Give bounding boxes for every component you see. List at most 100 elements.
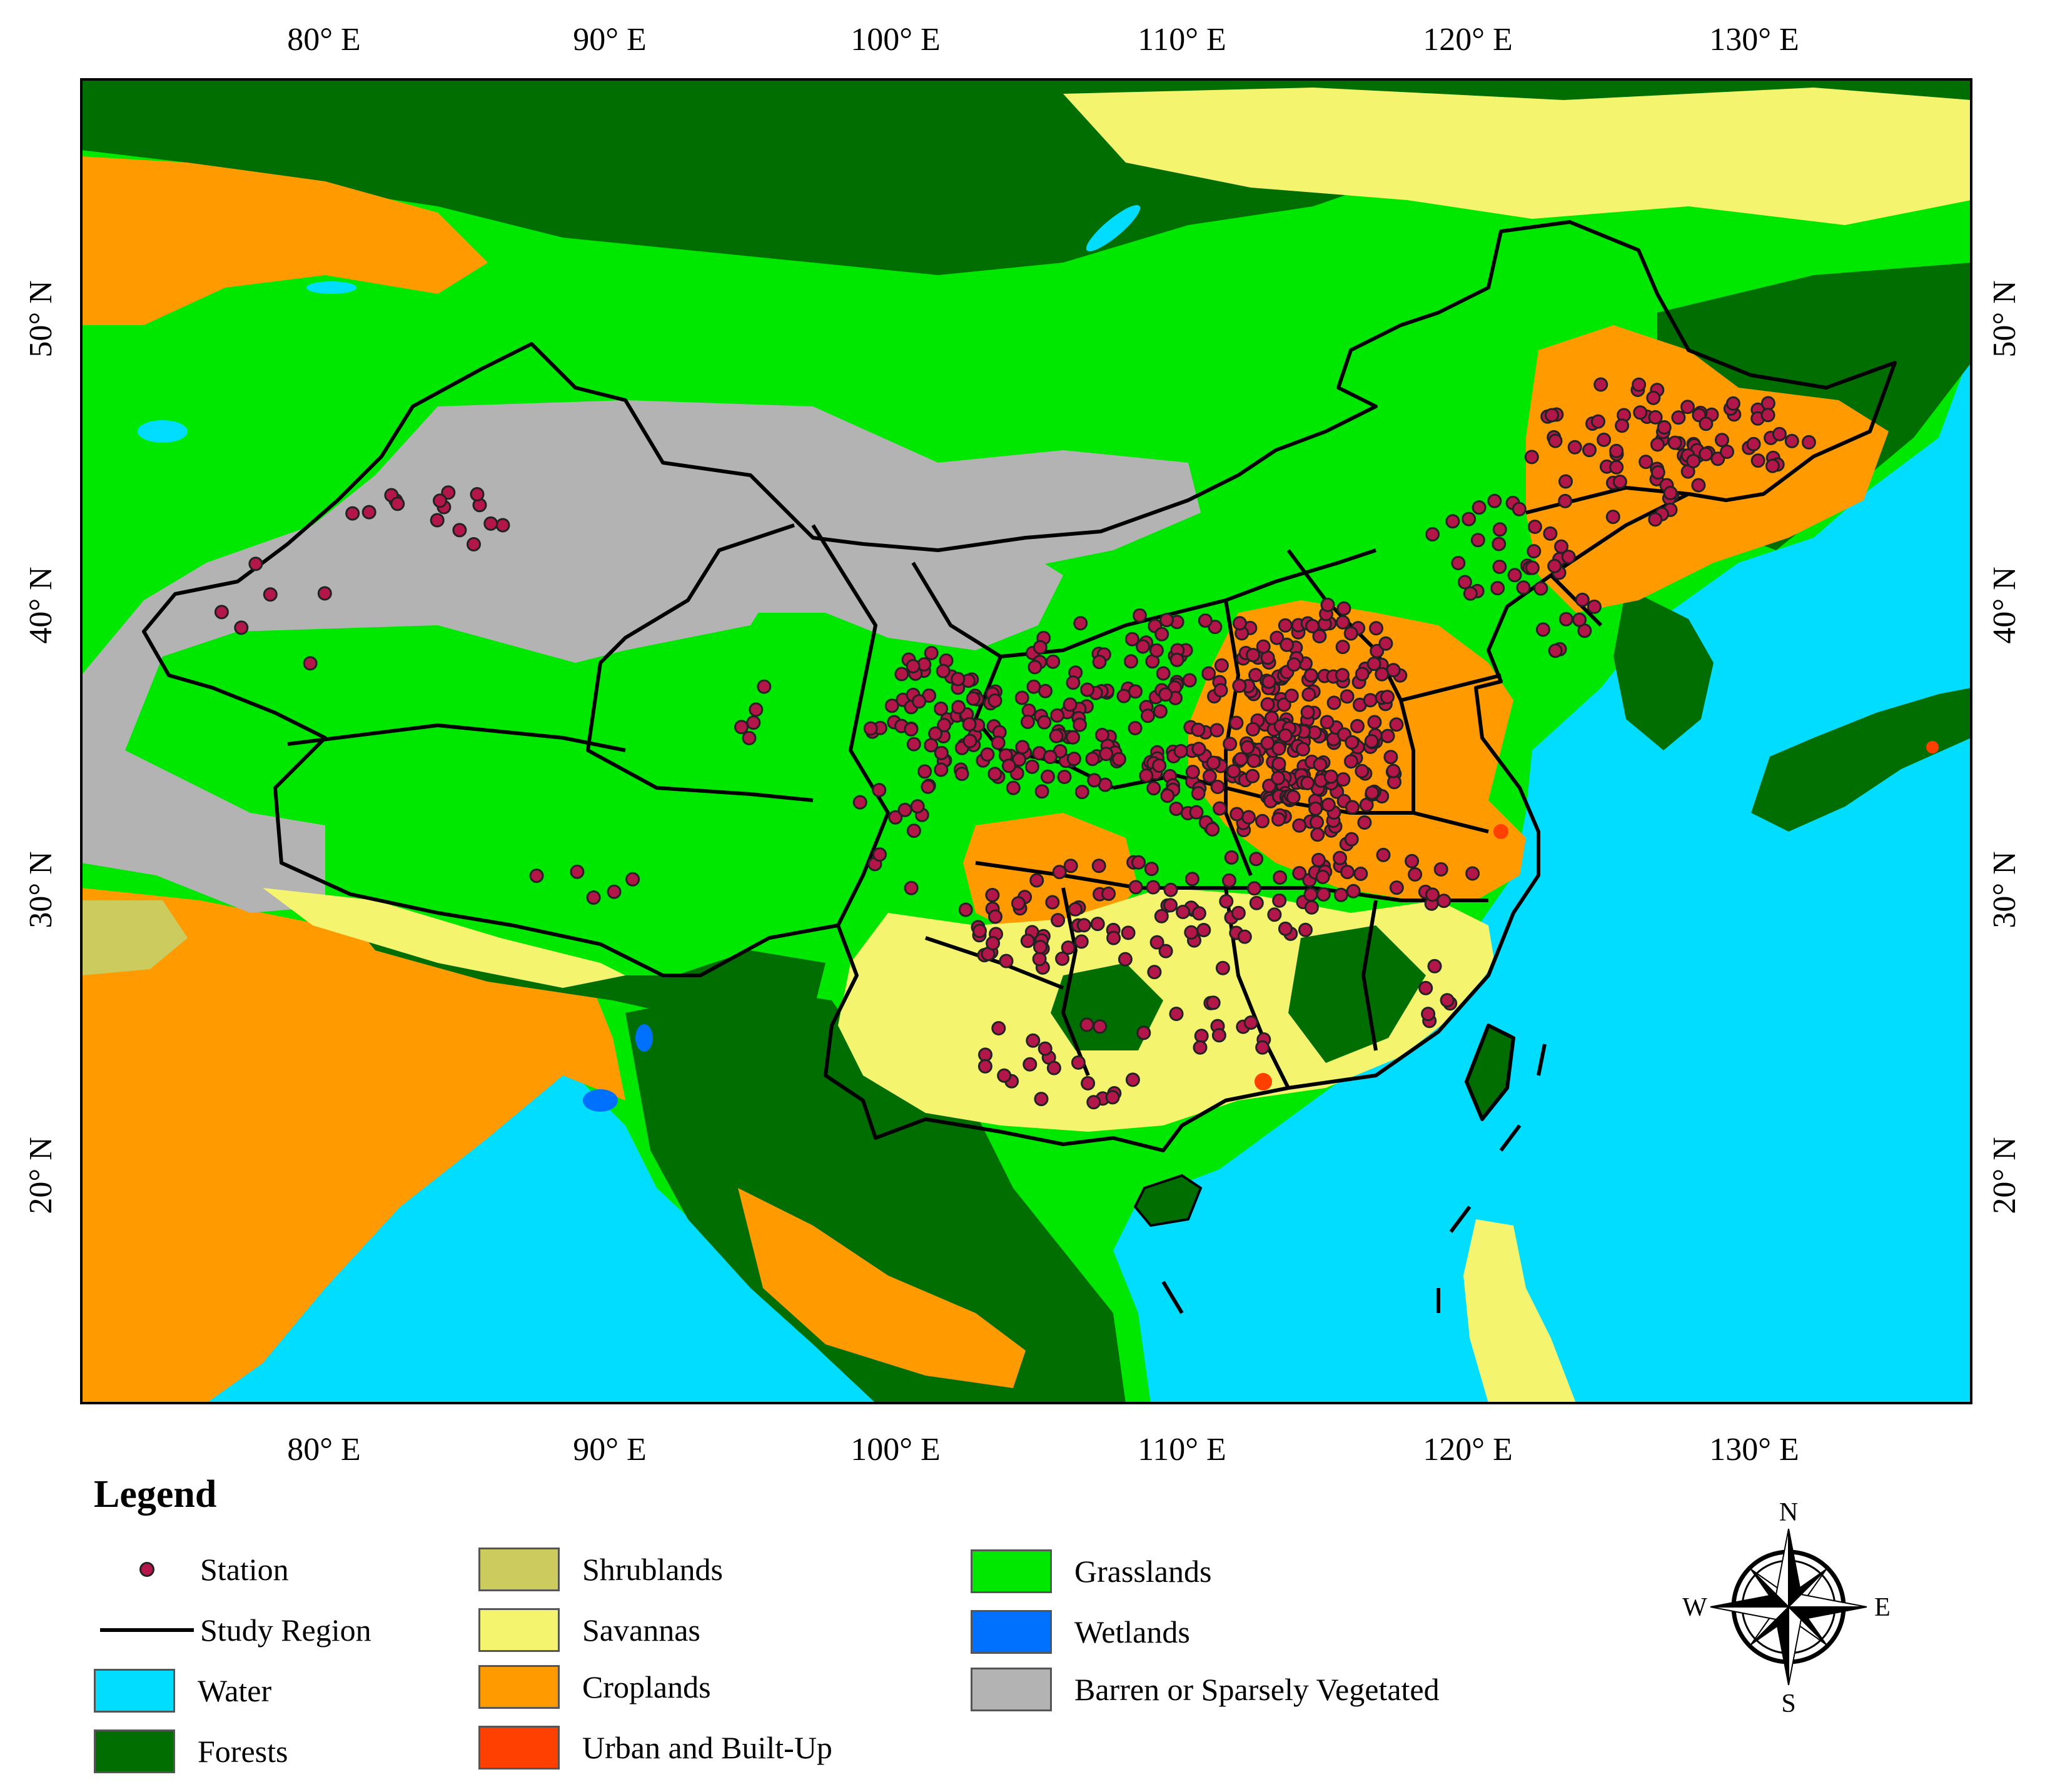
station-marker	[972, 924, 987, 939]
station-marker	[1256, 639, 1271, 654]
station-marker	[1061, 940, 1076, 955]
station-marker	[951, 700, 966, 715]
station-marker	[1558, 612, 1573, 627]
legend-item-wetlands: Wetlands	[971, 1607, 1190, 1657]
station-marker	[1333, 887, 1348, 902]
station-marker	[1194, 1029, 1209, 1044]
station-marker	[987, 693, 1002, 708]
station-marker	[1173, 743, 1188, 758]
north-arrow-compass-icon: N S E W	[1682, 1501, 1891, 1713]
station-marker	[214, 605, 229, 620]
forest-area	[1051, 963, 1163, 1050]
station-marker	[1152, 758, 1167, 773]
station-marker	[1336, 772, 1351, 787]
station-marker	[1512, 501, 1527, 516]
compass-east: E	[1874, 1593, 1891, 1622]
station-marker	[1271, 812, 1286, 827]
station-marker	[1433, 862, 1448, 877]
station-marker	[1492, 560, 1507, 574]
legend-title: Legend	[94, 1473, 217, 1516]
station-marker	[1609, 443, 1624, 458]
station-marker	[1699, 416, 1714, 431]
station-marker	[1308, 801, 1323, 816]
urban-area	[1926, 741, 1939, 753]
station-marker	[1034, 1092, 1049, 1107]
station-marker	[958, 902, 973, 917]
station-marker	[894, 667, 909, 682]
station-marker	[1246, 722, 1260, 737]
station-marker	[1321, 797, 1336, 812]
station-marker	[991, 735, 1006, 750]
station-marker	[1507, 568, 1522, 583]
station-marker	[390, 496, 405, 511]
station-marker	[1232, 678, 1247, 693]
station-marker	[1073, 616, 1088, 631]
station-marker	[1363, 693, 1378, 708]
legend-item-shrublands: Shrublands	[478, 1544, 723, 1594]
station-marker	[1427, 959, 1442, 974]
lon-tick-bottom: 100° E	[851, 1432, 941, 1467]
station-marker	[1230, 807, 1245, 822]
lon-tick-bottom: 90° E	[573, 1432, 647, 1467]
station-marker	[1316, 887, 1331, 902]
station-marker	[1440, 993, 1455, 1008]
station-marker	[1037, 715, 1052, 730]
station-marker	[1746, 436, 1761, 451]
station-marker	[1376, 847, 1391, 862]
station-marker	[1784, 433, 1799, 448]
station-marker	[1191, 786, 1206, 801]
station-marker	[1153, 704, 1168, 719]
station-marker	[1146, 880, 1161, 895]
station-marker	[1185, 765, 1200, 780]
station-marker	[746, 715, 761, 730]
cropland-area	[1526, 325, 1889, 613]
lon-tick-top: 120° E	[1423, 22, 1513, 58]
station-marker	[1176, 905, 1191, 919]
station-marker	[1198, 613, 1213, 628]
station-marker	[904, 722, 919, 737]
station-marker	[1663, 486, 1678, 500]
station-marker	[1691, 478, 1706, 493]
station-marker	[1057, 770, 1072, 784]
station-marker	[1567, 440, 1582, 455]
legend-label: Croplands	[582, 1669, 711, 1704]
station-marker	[1136, 639, 1150, 654]
legend-label: Forests	[198, 1734, 288, 1769]
station-marker	[1558, 474, 1573, 489]
station-marker	[1671, 410, 1686, 425]
station-marker	[1221, 873, 1236, 888]
shrubland-area	[81, 900, 188, 975]
station-marker	[1246, 648, 1261, 663]
station-marker	[1240, 740, 1255, 755]
cropland-area	[81, 156, 488, 325]
savanna-area	[263, 888, 625, 988]
station-marker	[1270, 630, 1285, 645]
station-marker	[1605, 510, 1620, 525]
station-marker	[1184, 925, 1199, 940]
station-marker	[1260, 697, 1275, 712]
station-marker	[1118, 952, 1133, 967]
station-marker	[1224, 850, 1239, 865]
station-marker	[1472, 500, 1487, 515]
station-marker	[1292, 818, 1307, 833]
station-marker	[467, 537, 481, 551]
croplands-swatch	[478, 1665, 560, 1709]
station-marker	[1182, 673, 1197, 688]
station-marker	[884, 698, 899, 713]
station-marker	[1305, 618, 1320, 633]
station-marker	[852, 795, 867, 810]
station-marker	[951, 672, 966, 687]
station-marker	[1051, 913, 1066, 928]
station-marker	[1296, 742, 1310, 757]
station-marker	[1801, 435, 1816, 450]
station-marker	[1066, 752, 1081, 767]
station-marker	[1193, 1040, 1208, 1055]
station-marker	[1421, 1007, 1436, 1022]
station-marker	[1457, 575, 1472, 590]
forest-area	[625, 988, 1126, 1403]
lat-tick-right: 40° N	[1987, 566, 2022, 643]
station-marker	[1310, 815, 1324, 830]
station-marker	[1516, 580, 1531, 595]
lon-tick-bottom: 120° E	[1423, 1432, 1513, 1467]
station-marker	[1245, 768, 1260, 783]
